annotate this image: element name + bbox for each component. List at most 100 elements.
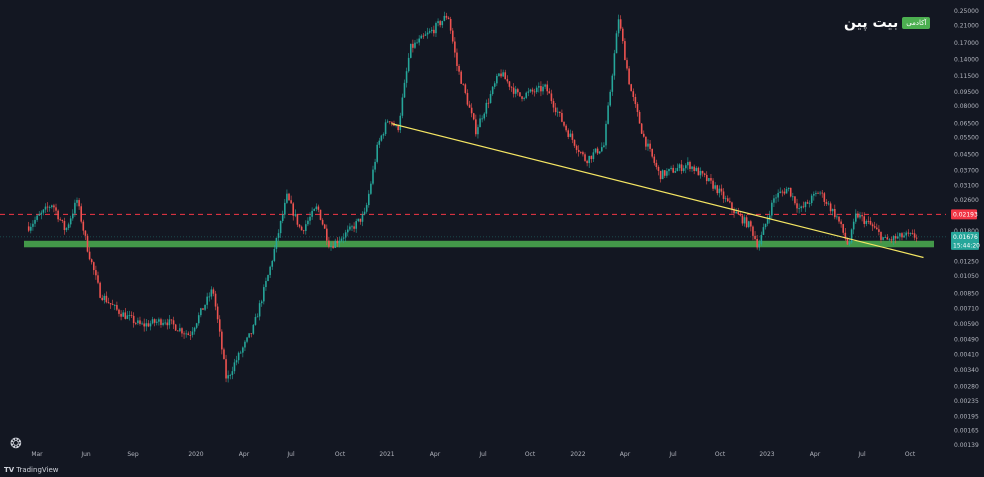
trendline[interactable]: [391, 123, 924, 259]
candle-body: [504, 72, 507, 80]
candle: [605, 120, 607, 150]
candle: [122, 309, 124, 317]
candle: [798, 203, 800, 214]
candle-body: [233, 362, 236, 372]
candle-body: [758, 244, 761, 248]
candle: [880, 231, 882, 243]
candle-body: [422, 35, 425, 37]
candle: [682, 165, 685, 173]
candle-body: [95, 270, 97, 276]
candle-body: [82, 221, 85, 231]
candle: [132, 312, 135, 328]
candle-body: [496, 75, 498, 84]
candle: [569, 129, 572, 138]
candle: [143, 318, 145, 332]
candle-body: [382, 134, 385, 136]
candle-body: [466, 93, 469, 105]
candle: [254, 313, 257, 326]
candle-body: [747, 221, 750, 228]
candle: [481, 115, 483, 123]
candle-body: [672, 167, 674, 173]
candle-body: [399, 115, 402, 131]
candle: [265, 277, 267, 291]
candle-body: [552, 101, 555, 108]
candle-body: [483, 113, 486, 119]
candle-body: [890, 239, 893, 241]
candle: [565, 124, 567, 133]
candle-body: [598, 151, 601, 154]
candle: [263, 284, 265, 305]
candle: [613, 49, 616, 80]
price-tick-label: 0.00165: [954, 428, 979, 435]
time-tick-label: Oct: [335, 451, 346, 458]
price-tick-label: 0.00280: [954, 383, 979, 390]
candle: [540, 81, 542, 97]
candle-body: [265, 281, 267, 288]
candle-body: [365, 205, 368, 212]
candle-body: [563, 121, 565, 126]
candle: [414, 39, 416, 50]
candle-body: [653, 156, 656, 163]
candle: [794, 196, 796, 206]
candle-body: [838, 216, 840, 222]
candle-body: [412, 43, 414, 48]
candle: [409, 43, 412, 59]
candle-body: [155, 321, 158, 323]
candle: [659, 170, 662, 183]
tradingview-footer[interactable]: TV TradingView: [4, 466, 59, 474]
candle: [514, 85, 517, 98]
candle: [84, 230, 87, 241]
candle-body: [317, 206, 320, 210]
candle: [745, 215, 748, 229]
candle-body: [756, 239, 758, 248]
candle: [374, 158, 376, 173]
candle-body: [120, 313, 122, 317]
candle: [355, 218, 357, 233]
price-tick-label: 0.14000: [954, 56, 979, 63]
candle-body: [754, 235, 756, 240]
candle-body: [489, 94, 492, 103]
candle-body: [766, 218, 769, 224]
candle: [328, 236, 330, 249]
candle: [225, 354, 227, 383]
candle-body: [716, 185, 719, 194]
candle: [307, 217, 309, 227]
candle: [57, 209, 59, 223]
candle-body: [214, 293, 217, 307]
candle: [468, 100, 471, 108]
candle: [529, 88, 532, 93]
candle-body: [248, 333, 250, 338]
candle-body: [235, 360, 238, 363]
time-tick-label: Sep: [127, 451, 139, 458]
candle: [451, 27, 454, 44]
candle-body: [899, 233, 901, 237]
candle: [107, 297, 110, 304]
candle-body: [567, 130, 570, 137]
candle-body: [153, 319, 156, 323]
candle-body: [556, 111, 559, 113]
candle: [636, 102, 639, 117]
candle: [691, 166, 693, 172]
candle: [582, 150, 584, 157]
candle-body: [640, 123, 643, 134]
candle: [817, 191, 819, 194]
candle: [821, 189, 824, 198]
candle: [170, 319, 173, 325]
candle-body: [187, 333, 190, 335]
candle-body: [353, 226, 355, 229]
candle: [642, 130, 645, 138]
candle: [834, 204, 836, 220]
candle-body: [227, 375, 229, 379]
candle-body: [601, 147, 603, 152]
candle-body: [892, 236, 895, 241]
candle-body: [777, 192, 779, 198]
candle-body: [86, 235, 89, 252]
candle: [294, 209, 297, 218]
candle-body: [836, 216, 838, 218]
candle-body: [762, 227, 765, 235]
candle-body: [479, 118, 481, 128]
candle-body: [651, 148, 653, 157]
candle: [464, 83, 467, 95]
candle: [317, 204, 320, 213]
